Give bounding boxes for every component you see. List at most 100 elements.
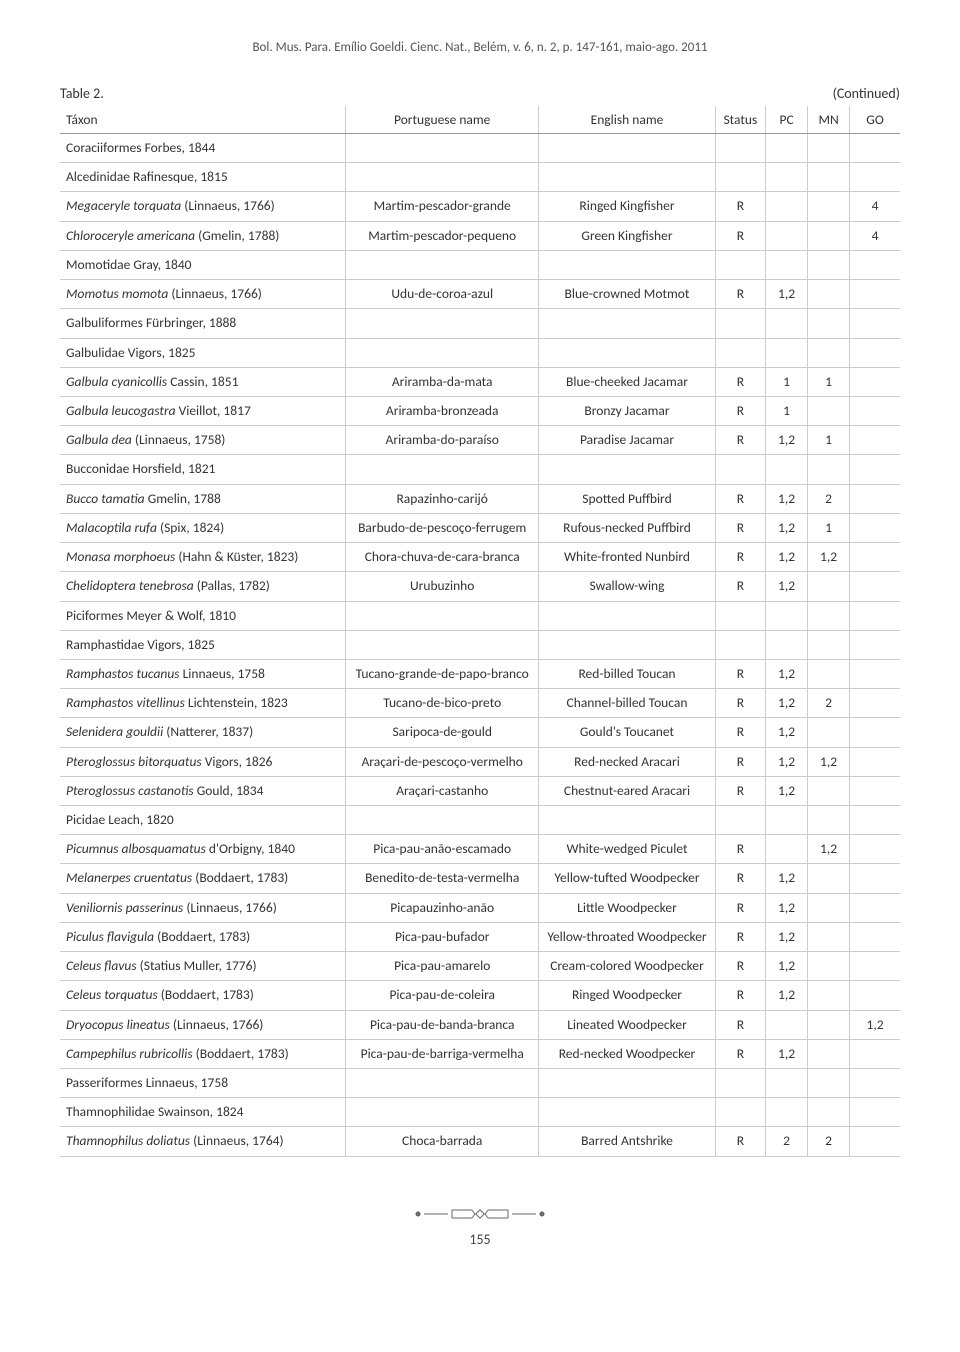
table-row: Bucco tamatia Gmelin, 1788Rapazinho-cari… xyxy=(60,484,900,513)
cell-mn xyxy=(808,1098,850,1127)
cell-go xyxy=(850,134,900,163)
cell-taxon: Coraciiformes Forbes, 1844 xyxy=(60,134,346,163)
cell-portuguese: Pica-pau-amarelo xyxy=(346,952,539,981)
cell-portuguese xyxy=(346,338,539,367)
cell-portuguese xyxy=(346,455,539,484)
cell-go xyxy=(850,835,900,864)
table-body: Coraciiformes Forbes, 1844Alcedinidae Ra… xyxy=(60,134,900,1157)
cell-mn xyxy=(808,1010,850,1039)
cell-portuguese: Benedito-de-testa-vermelha xyxy=(346,864,539,893)
cell-english: Rufous-necked Puffbird xyxy=(539,513,715,542)
cell-english: Gould's Toucanet xyxy=(539,718,715,747)
cell-mn: 1 xyxy=(808,367,850,396)
cell-taxon: Melanerpes cruentatus (Boddaert, 1783) xyxy=(60,864,346,893)
cell-mn xyxy=(808,309,850,338)
cell-english: Red-billed Toucan xyxy=(539,659,715,688)
table-row: Campephilus rubricollis (Boddaert, 1783)… xyxy=(60,1039,900,1068)
cell-status xyxy=(715,163,765,192)
cell-pc: 1,2 xyxy=(766,659,808,688)
col-mn: MN xyxy=(808,106,850,134)
cell-pc: 1,2 xyxy=(766,543,808,572)
cell-portuguese xyxy=(346,1098,539,1127)
table-row: Celeus torquatus (Boddaert, 1783)Pica-pa… xyxy=(60,981,900,1010)
table-row: Monasa morphoeus (Hahn & Küster, 1823)Ch… xyxy=(60,543,900,572)
cell-pc: 1,2 xyxy=(766,952,808,981)
cell-taxon: Piciformes Meyer & Wolf, 1810 xyxy=(60,601,346,630)
cell-status: R xyxy=(715,280,765,309)
cell-pc: 1,2 xyxy=(766,922,808,951)
cell-go xyxy=(850,338,900,367)
cell-taxon: Selenidera gouldii (Natterer, 1837) xyxy=(60,718,346,747)
table-row: Melanerpes cruentatus (Boddaert, 1783)Be… xyxy=(60,864,900,893)
cell-pc: 1,2 xyxy=(766,1039,808,1068)
cell-go xyxy=(850,1039,900,1068)
cell-english xyxy=(539,1098,715,1127)
table-row: Dryocopus lineatus (Linnaeus, 1766)Pica-… xyxy=(60,1010,900,1039)
cell-go xyxy=(850,250,900,279)
cell-status: R xyxy=(715,1010,765,1039)
table-row: Galbula dea (Linnaeus, 1758)Ariramba-do-… xyxy=(60,426,900,455)
cell-pc: 1,2 xyxy=(766,864,808,893)
cell-taxon: Momotus momota (Linnaeus, 1766) xyxy=(60,280,346,309)
cell-status: R xyxy=(715,718,765,747)
cell-taxon: Picumnus albosquamatus d'Orbigny, 1840 xyxy=(60,835,346,864)
cell-go xyxy=(850,864,900,893)
cell-english: Barred Antshrike xyxy=(539,1127,715,1156)
cell-taxon: Momotidae Gray, 1840 xyxy=(60,250,346,279)
cell-portuguese: Tucano-grande-de-papo-branco xyxy=(346,659,539,688)
cell-status: R xyxy=(715,484,765,513)
cell-taxon: Pteroglossus bitorquatus Vigors, 1826 xyxy=(60,747,346,776)
cell-english xyxy=(539,338,715,367)
cell-english: Ringed Kingfisher xyxy=(539,192,715,221)
running-header: Bol. Mus. Para. Emílio Goeldi. Cienc. Na… xyxy=(60,40,900,55)
cell-taxon: Galbuliformes Fürbringer, 1888 xyxy=(60,309,346,338)
cell-go xyxy=(850,484,900,513)
cell-english: Cream-colored Woodpecker xyxy=(539,952,715,981)
cell-english: White-fronted Nunbird xyxy=(539,543,715,572)
cell-go: 1,2 xyxy=(850,1010,900,1039)
table-row: Piciformes Meyer & Wolf, 1810 xyxy=(60,601,900,630)
cell-taxon: Ramphastidae Vigors, 1825 xyxy=(60,630,346,659)
cell-pc xyxy=(766,1010,808,1039)
cell-status: R xyxy=(715,221,765,250)
cell-pc xyxy=(766,455,808,484)
cell-status xyxy=(715,250,765,279)
cell-portuguese: Choca-barrada xyxy=(346,1127,539,1156)
table-row: Megaceryle torquata (Linnaeus, 1766)Mart… xyxy=(60,192,900,221)
col-english: English name xyxy=(539,106,715,134)
cell-status: R xyxy=(715,776,765,805)
cell-english xyxy=(539,309,715,338)
cell-status: R xyxy=(715,835,765,864)
table-row: Celeus flavus (Statius Muller, 1776)Pica… xyxy=(60,952,900,981)
cell-go xyxy=(850,513,900,542)
cell-mn xyxy=(808,630,850,659)
cell-go xyxy=(850,659,900,688)
cell-english: Red-necked Woodpecker xyxy=(539,1039,715,1068)
table-row: Picumnus albosquamatus d'Orbigny, 1840Pi… xyxy=(60,835,900,864)
cell-taxon: Malacoptila rufa (Spix, 1824) xyxy=(60,513,346,542)
cell-taxon: Celeus torquatus (Boddaert, 1783) xyxy=(60,981,346,1010)
cell-mn: 1,2 xyxy=(808,747,850,776)
cell-go xyxy=(850,601,900,630)
cell-english: Paradise Jacamar xyxy=(539,426,715,455)
cell-status xyxy=(715,630,765,659)
cell-go: 4 xyxy=(850,192,900,221)
page-footer: 155 xyxy=(60,1207,900,1248)
cell-taxon: Bucconidae Horsfield, 1821 xyxy=(60,455,346,484)
cell-status: R xyxy=(715,893,765,922)
cell-mn xyxy=(808,280,850,309)
cell-portuguese: Martim-pescador-pequeno xyxy=(346,221,539,250)
cell-pc xyxy=(766,163,808,192)
cell-status: R xyxy=(715,981,765,1010)
cell-status xyxy=(715,806,765,835)
cell-go xyxy=(850,893,900,922)
cell-portuguese xyxy=(346,630,539,659)
cell-go xyxy=(850,1098,900,1127)
cell-portuguese xyxy=(346,309,539,338)
cell-status xyxy=(715,309,765,338)
cell-pc: 1,2 xyxy=(766,426,808,455)
cell-portuguese: Pica-pau-bufador xyxy=(346,922,539,951)
cell-pc: 1,2 xyxy=(766,893,808,922)
cell-status: R xyxy=(715,1039,765,1068)
cell-mn xyxy=(808,952,850,981)
